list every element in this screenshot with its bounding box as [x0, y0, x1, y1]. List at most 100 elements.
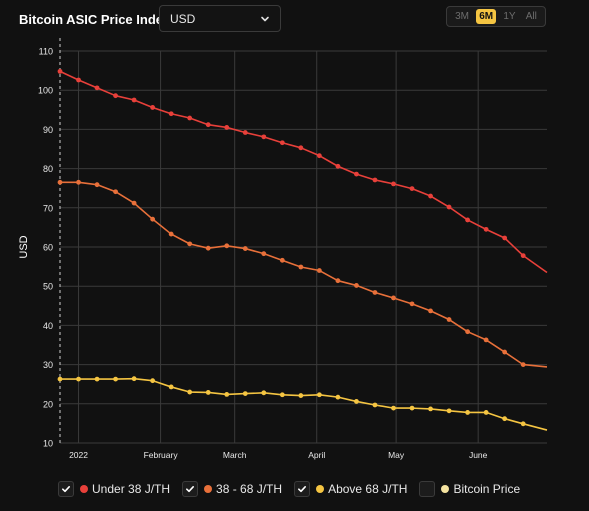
- legend-checkbox[interactable]: [419, 481, 436, 497]
- range-3m-button[interactable]: 3M: [455, 11, 469, 22]
- data-point: [224, 391, 230, 397]
- data-point: [483, 410, 489, 415]
- data-point: [187, 389, 193, 395]
- currency-select[interactable]: USD: [159, 5, 281, 32]
- data-point: [316, 268, 322, 273]
- legend-item-bitcoin-price[interactable]: Bitcoin Price: [419, 481, 520, 497]
- legend-checkbox[interactable]: [182, 481, 199, 497]
- range-1y-button[interactable]: 1Y: [503, 11, 516, 22]
- data-point: [113, 376, 118, 382]
- y-tick-label: 40: [43, 321, 53, 331]
- data-point: [465, 217, 470, 223]
- data-point: [391, 181, 396, 187]
- data-point: [428, 193, 433, 199]
- y-tick-label: 20: [43, 399, 53, 409]
- data-point: [502, 416, 508, 422]
- data-point: [335, 394, 341, 400]
- data-point: [76, 376, 81, 382]
- legend-color-dot: [204, 485, 213, 493]
- data-point: [131, 97, 137, 103]
- y-tick-label: 70: [43, 203, 53, 213]
- chart-title: Bitcoin ASIC Price Index: [19, 12, 171, 27]
- data-point: [335, 278, 341, 284]
- data-point: [298, 145, 304, 151]
- data-point: [446, 317, 452, 322]
- legend-item-under-38[interactable]: Under 38 J/TH: [58, 481, 170, 497]
- data-point: [520, 362, 526, 367]
- y-tick-label: 100: [38, 86, 53, 96]
- data-point: [409, 186, 415, 191]
- data-point: [131, 200, 137, 206]
- data-point: [168, 231, 174, 237]
- data-point: [428, 308, 433, 314]
- legend-label: Above 68 J/TH: [328, 482, 408, 496]
- data-point: [391, 405, 396, 411]
- data-point: [298, 264, 304, 270]
- legend-label: Under 38 J/TH: [92, 482, 171, 496]
- data-point: [354, 171, 359, 177]
- legend-checkbox[interactable]: [58, 481, 74, 497]
- y-tick-label: 30: [43, 360, 53, 370]
- data-point: [372, 177, 378, 183]
- data-point: [428, 406, 433, 412]
- data-point: [168, 384, 174, 390]
- legend-item-38-68[interactable]: 38 - 68 J/TH: [182, 481, 282, 497]
- data-point: [316, 153, 322, 159]
- data-point: [354, 399, 359, 404]
- data-point: [520, 253, 526, 259]
- data-point: [150, 378, 156, 384]
- legend-color-dot: [316, 485, 325, 493]
- x-tick-label: June: [469, 450, 488, 460]
- data-point: [465, 329, 470, 335]
- legend-label: 38 - 68 J/TH: [216, 482, 283, 496]
- x-tick-label: May: [388, 450, 405, 460]
- data-point: [57, 179, 63, 185]
- data-point: [94, 182, 100, 188]
- y-tick-label: 10: [43, 439, 53, 449]
- data-point: [261, 251, 267, 257]
- data-point: [94, 376, 100, 382]
- legend-label: Bitcoin Price: [453, 482, 521, 496]
- data-point: [409, 405, 415, 411]
- legend-checkbox[interactable]: [294, 481, 311, 497]
- data-point: [94, 85, 100, 91]
- data-point: [242, 130, 248, 135]
- data-point: [446, 408, 452, 414]
- data-point: [150, 105, 156, 110]
- chart-legend: Under 38 J/TH 38 - 68 J/TH Above 68 J/TH…: [58, 479, 532, 499]
- data-point: [261, 134, 267, 140]
- data-point: [520, 421, 526, 427]
- x-tick-label: 2022: [69, 450, 88, 460]
- series-line: [60, 181, 548, 368]
- data-point: [279, 257, 285, 263]
- y-tick-label: 90: [43, 125, 53, 135]
- data-point: [316, 392, 322, 398]
- data-point: [205, 122, 211, 128]
- data-point: [242, 391, 248, 397]
- data-point: [279, 392, 285, 398]
- x-tick-label: March: [223, 450, 247, 460]
- check-icon: [62, 486, 70, 493]
- data-point: [409, 301, 415, 307]
- chevron-down-icon: [261, 16, 269, 21]
- data-point: [279, 140, 285, 146]
- series-line: [60, 377, 548, 431]
- range-6m-button[interactable]: 6M: [476, 9, 497, 24]
- data-point: [113, 189, 118, 195]
- data-point: [261, 390, 267, 396]
- data-point: [205, 390, 211, 395]
- check-icon: [186, 486, 195, 493]
- data-point: [131, 376, 137, 382]
- legend-item-above-68[interactable]: Above 68 J/TH: [294, 481, 407, 497]
- x-tick-label: February: [144, 450, 179, 460]
- data-point: [76, 179, 81, 185]
- data-point: [224, 243, 230, 249]
- data-point: [446, 204, 452, 210]
- data-point: [57, 68, 63, 74]
- data-point: [502, 235, 508, 241]
- range-all-button[interactable]: All: [525, 11, 537, 22]
- data-point: [354, 283, 359, 288]
- currency-select-value: USD: [170, 11, 196, 26]
- data-point: [483, 337, 489, 343]
- data-point: [187, 241, 193, 247]
